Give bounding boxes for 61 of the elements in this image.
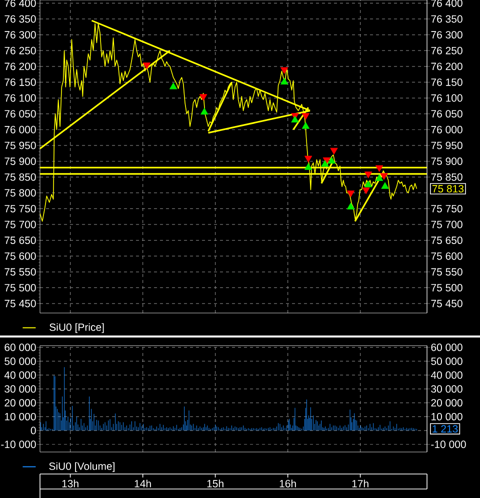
y2-tick-label: 76 300	[431, 31, 462, 39]
y2-tick-label: 60 000	[431, 344, 462, 352]
y2-tick-label: 75 600	[431, 252, 462, 260]
y-tick-label: 75 700	[4, 220, 36, 228]
y2-tick-label: 75 700	[431, 220, 462, 228]
y2-tick-label: 75 450	[431, 300, 462, 308]
y2-tick-label: -10 000	[431, 440, 466, 448]
y2-tick-label: 50 000	[431, 358, 462, 365]
y2-tick-label: 75 500	[431, 284, 462, 292]
y2-tick-label: 75 900	[431, 158, 462, 165]
y2-tick-label: 76 150	[431, 78, 462, 86]
y-tick-label: 76 200	[4, 62, 36, 70]
x-tick-label: 17h	[352, 480, 368, 488]
y-tick-label: 76 300	[4, 31, 36, 39]
y-tick-label: 75 600	[4, 252, 36, 260]
y-tick-label: 76 150	[4, 78, 36, 86]
y-tick-label: 75 800	[4, 189, 36, 197]
y-tick-label: 40 000	[4, 371, 36, 379]
y2-tick-label: 20 000	[431, 399, 462, 407]
y-tick-label: 76 100	[4, 94, 36, 102]
y-tick-label: 76 050	[4, 110, 36, 118]
y2-tick-label: 75 650	[431, 236, 462, 244]
y-tick-label: 76 250	[4, 46, 36, 54]
y-tick-label: 75 900	[4, 158, 36, 165]
y2-tick-label: 10 000	[432, 412, 462, 420]
y2-tick-label: 76 100	[431, 94, 462, 102]
y2-tick-label: 76 200	[431, 62, 462, 70]
y2-tick-label: 76 350	[431, 15, 462, 23]
x-tick-label: 16h	[280, 480, 296, 488]
y-tick-label: 76 000	[4, 126, 36, 134]
y-tick-label: 50 000	[4, 358, 36, 365]
legend-label: SiU0 [Price]	[50, 323, 104, 333]
y-tick-label: 60 000	[4, 344, 36, 352]
y-tick-label: 76 350	[4, 15, 36, 23]
text: 1 213	[432, 425, 458, 433]
y2-tick-label: 30 000	[431, 385, 462, 393]
y2-tick-label: 75 550	[431, 268, 462, 276]
y-tick-label: 30 000	[4, 385, 36, 393]
y-tick-label: 75 550	[4, 268, 36, 276]
x-tick-label: 13h	[62, 480, 78, 488]
y-tick-label: 75 750	[4, 204, 36, 212]
y-tick-label: 75 500	[4, 284, 36, 292]
y2-tick-label: 76 000	[431, 126, 462, 134]
x-tick-label: 14h	[134, 480, 151, 488]
y-tick-label: -10 000	[1, 440, 36, 448]
y-tick-label: 75 650	[4, 236, 36, 244]
legend-label: SiU0 [Volume]	[49, 462, 114, 472]
text: 75 813	[432, 185, 464, 192]
y-tick-label: 0	[30, 426, 36, 434]
y2-tick-label: 40 000	[430, 371, 462, 379]
y2-tick-label: 75 750	[431, 204, 462, 212]
y2-tick-label: 75 850	[431, 173, 462, 181]
y2-tick-label: 76 250	[431, 46, 462, 54]
x-tick-label: 15h	[207, 480, 224, 488]
y-tick-label: 75 950	[4, 142, 36, 150]
y-tick-label: 75 450	[4, 300, 36, 308]
y-tick-label: 20 000	[4, 399, 36, 407]
y2-tick-label: 75 950	[431, 142, 462, 150]
y-tick-label: 10 000	[4, 412, 36, 420]
y2-tick-label: 76 050	[431, 110, 462, 118]
y-tick-label: 75 850	[4, 173, 36, 181]
